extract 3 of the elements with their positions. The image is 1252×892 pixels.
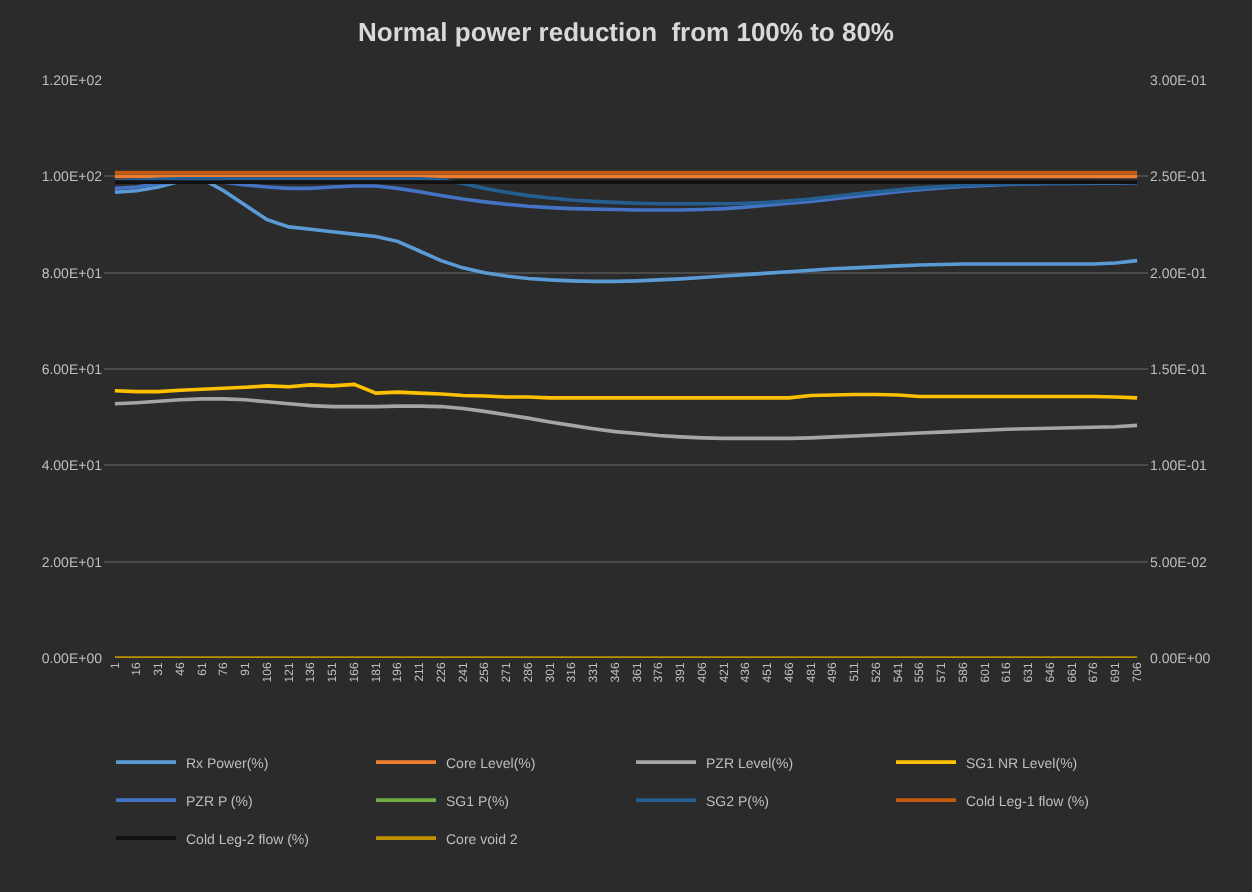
line-series — [113, 397, 1139, 441]
line-series — [113, 382, 1139, 400]
chart-title: Normal power reduction from 100% to 80% — [357, 16, 895, 47]
